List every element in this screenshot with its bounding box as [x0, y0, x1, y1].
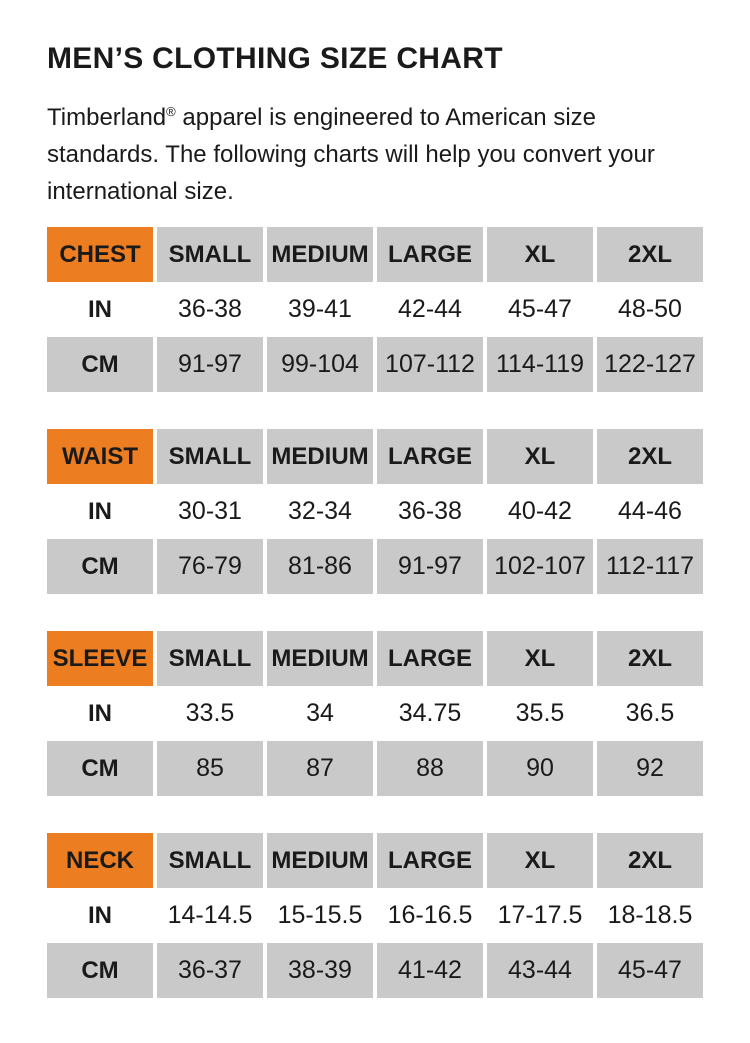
data-cell: 88: [377, 741, 483, 796]
size-header-cell-xl: XL: [487, 833, 593, 888]
size-header-cell-medium: MEDIUM: [267, 833, 373, 888]
centimeters-row: CM 36-37 38-39 41-42 43-44 45-47: [47, 943, 703, 998]
data-cell: 39-41: [267, 282, 373, 337]
size-header-cell-large: LARGE: [377, 227, 483, 282]
data-cell: 81-86: [267, 539, 373, 594]
data-cell: 34: [267, 686, 373, 741]
size-chart-page: MEN’S CLOTHING SIZE CHART Timberland® ap…: [47, 42, 703, 998]
data-cell: 35.5: [487, 686, 593, 741]
size-header-cell-large: LARGE: [377, 429, 483, 484]
size-header-cell-small: SMALL: [157, 631, 263, 686]
category-cell-chest: CHEST: [47, 227, 153, 282]
data-cell: 91-97: [377, 539, 483, 594]
size-table-sleeve: SLEEVE SMALL MEDIUM LARGE XL 2XL IN 33.5…: [47, 631, 703, 796]
size-header-cell-xl: XL: [487, 631, 593, 686]
category-cell-neck: NECK: [47, 833, 153, 888]
data-cell: 45-47: [487, 282, 593, 337]
size-table-neck: NECK SMALL MEDIUM LARGE XL 2XL IN 14-14.…: [47, 833, 703, 998]
unit-label-cm: CM: [47, 539, 153, 594]
centimeters-row: CM 91-97 99-104 107-112 114-119 122-127: [47, 337, 703, 392]
data-cell: 40-42: [487, 484, 593, 539]
size-header-cell-medium: MEDIUM: [267, 631, 373, 686]
intro-text: Timberland® apparel is engineered to Ame…: [47, 99, 703, 210]
data-cell: 90: [487, 741, 593, 796]
data-cell: 45-47: [597, 943, 703, 998]
data-cell: 34.75: [377, 686, 483, 741]
data-cell: 33.5: [157, 686, 263, 741]
data-cell: 42-44: [377, 282, 483, 337]
data-cell: 30-31: [157, 484, 263, 539]
data-cell: 36-37: [157, 943, 263, 998]
data-cell: 16-16.5: [377, 888, 483, 943]
unit-label-in: IN: [47, 484, 153, 539]
data-cell: 91-97: [157, 337, 263, 392]
size-header-cell-xl: XL: [487, 227, 593, 282]
unit-label-in: IN: [47, 888, 153, 943]
data-cell: 107-112: [377, 337, 483, 392]
centimeters-row: CM 85 87 88 90 92: [47, 741, 703, 796]
data-cell: 112-117: [597, 539, 703, 594]
data-cell: 87: [267, 741, 373, 796]
registered-trademark-symbol: ®: [166, 104, 176, 119]
unit-label-in: IN: [47, 686, 153, 741]
data-cell: 85: [157, 741, 263, 796]
category-cell-waist: WAIST: [47, 429, 153, 484]
size-header-cell-2xl: 2XL: [597, 429, 703, 484]
table-header-row: NECK SMALL MEDIUM LARGE XL 2XL: [47, 833, 703, 888]
unit-label-cm: CM: [47, 741, 153, 796]
inches-row: IN 36-38 39-41 42-44 45-47 48-50: [47, 282, 703, 337]
size-header-cell-large: LARGE: [377, 833, 483, 888]
data-cell: 99-104: [267, 337, 373, 392]
size-header-cell-2xl: 2XL: [597, 631, 703, 686]
size-header-cell-small: SMALL: [157, 833, 263, 888]
data-cell: 36.5: [597, 686, 703, 741]
size-header-cell-xl: XL: [487, 429, 593, 484]
data-cell: 18-18.5: [597, 888, 703, 943]
table-header-row: WAIST SMALL MEDIUM LARGE XL 2XL: [47, 429, 703, 484]
data-cell: 92: [597, 741, 703, 796]
data-cell: 41-42: [377, 943, 483, 998]
data-cell: 36-38: [157, 282, 263, 337]
intro-text-rest: apparel is engineered to American size s…: [47, 104, 655, 205]
size-header-cell-medium: MEDIUM: [267, 429, 373, 484]
data-cell: 43-44: [487, 943, 593, 998]
size-header-cell-2xl: 2XL: [597, 833, 703, 888]
table-header-row: SLEEVE SMALL MEDIUM LARGE XL 2XL: [47, 631, 703, 686]
data-cell: 15-15.5: [267, 888, 373, 943]
centimeters-row: CM 76-79 81-86 91-97 102-107 112-117: [47, 539, 703, 594]
data-cell: 122-127: [597, 337, 703, 392]
unit-label-in: IN: [47, 282, 153, 337]
data-cell: 114-119: [487, 337, 593, 392]
data-cell: 38-39: [267, 943, 373, 998]
inches-row: IN 30-31 32-34 36-38 40-42 44-46: [47, 484, 703, 539]
size-header-cell-2xl: 2XL: [597, 227, 703, 282]
inches-row: IN 14-14.5 15-15.5 16-16.5 17-17.5 18-18…: [47, 888, 703, 943]
data-cell: 76-79: [157, 539, 263, 594]
size-table-waist: WAIST SMALL MEDIUM LARGE XL 2XL IN 30-31…: [47, 429, 703, 594]
data-cell: 17-17.5: [487, 888, 593, 943]
unit-label-cm: CM: [47, 943, 153, 998]
size-header-cell-small: SMALL: [157, 429, 263, 484]
category-cell-sleeve: SLEEVE: [47, 631, 153, 686]
data-cell: 32-34: [267, 484, 373, 539]
brand-name: Timberland: [47, 104, 167, 131]
table-header-row: CHEST SMALL MEDIUM LARGE XL 2XL: [47, 227, 703, 282]
size-header-cell-large: LARGE: [377, 631, 483, 686]
page-title: MEN’S CLOTHING SIZE CHART: [47, 42, 503, 75]
data-cell: 44-46: [597, 484, 703, 539]
inches-row: IN 33.5 34 34.75 35.5 36.5: [47, 686, 703, 741]
size-header-cell-small: SMALL: [157, 227, 263, 282]
data-cell: 36-38: [377, 484, 483, 539]
data-cell: 14-14.5: [157, 888, 263, 943]
data-cell: 48-50: [597, 282, 703, 337]
size-header-cell-medium: MEDIUM: [267, 227, 373, 282]
data-cell: 102-107: [487, 539, 593, 594]
unit-label-cm: CM: [47, 337, 153, 392]
size-table-chest: CHEST SMALL MEDIUM LARGE XL 2XL IN 36-38…: [47, 227, 703, 392]
